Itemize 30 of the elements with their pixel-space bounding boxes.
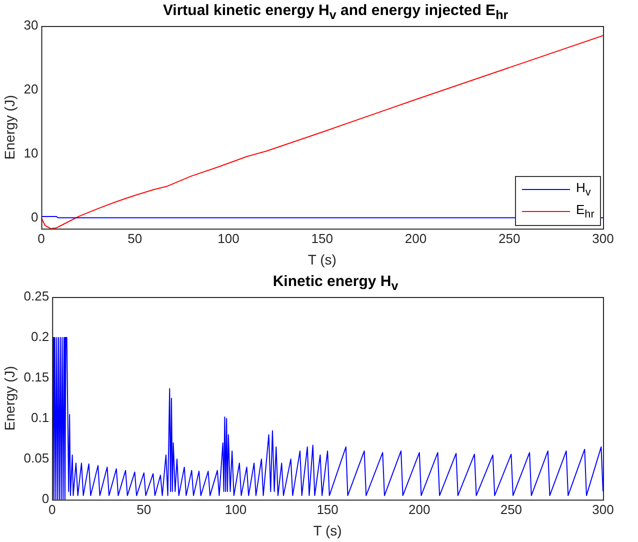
y-tick-label: 0.1 xyxy=(31,410,50,426)
x-tick-label: 250 xyxy=(500,502,522,517)
legend-label: E$_{hr}$ xyxy=(576,202,594,221)
x-tick-label: 300 xyxy=(592,502,614,517)
x-tick-label: 150 xyxy=(316,502,338,517)
y-tick-label: 0 xyxy=(31,209,38,224)
chart-title: Kinetic energy H$_{v}$ xyxy=(272,273,400,293)
y-axis-title: Energy (J) xyxy=(1,95,18,160)
legend-label: H$_{v}$ xyxy=(576,180,591,199)
y-tick-label: 0 xyxy=(42,491,50,506)
x-axis-title: T (s) xyxy=(308,251,336,268)
x-tick-label: 200 xyxy=(404,230,427,246)
chart-title: Virtual kinetic energy H$_{v}$ and energy injected E$_{hr}$ xyxy=(162,2,510,22)
y-tick-label: 20 xyxy=(24,81,38,96)
y-tick-label: 0.2 xyxy=(31,329,50,344)
y-axis-title: Energy (J) xyxy=(1,366,18,431)
x-tick-label: 200 xyxy=(408,502,430,517)
y-tick-label: 0.25 xyxy=(24,288,50,304)
y-tick-label: 0.05 xyxy=(24,450,50,466)
x-axis-title: T (s) xyxy=(313,522,342,538)
y-tick-label: 0.15 xyxy=(24,370,50,385)
y-tick-label: 10 xyxy=(24,145,38,160)
y-tick-label: 30 xyxy=(24,18,38,33)
x-tick-label: 50 xyxy=(128,230,142,246)
x-tick-label: 250 xyxy=(498,230,520,246)
x-tick-label: 300 xyxy=(592,230,614,246)
x-tick-label: 50 xyxy=(136,502,152,517)
x-tick-label: 150 xyxy=(311,230,333,246)
x-tick-label: 100 xyxy=(218,230,240,246)
x-tick-label: 100 xyxy=(224,502,247,517)
